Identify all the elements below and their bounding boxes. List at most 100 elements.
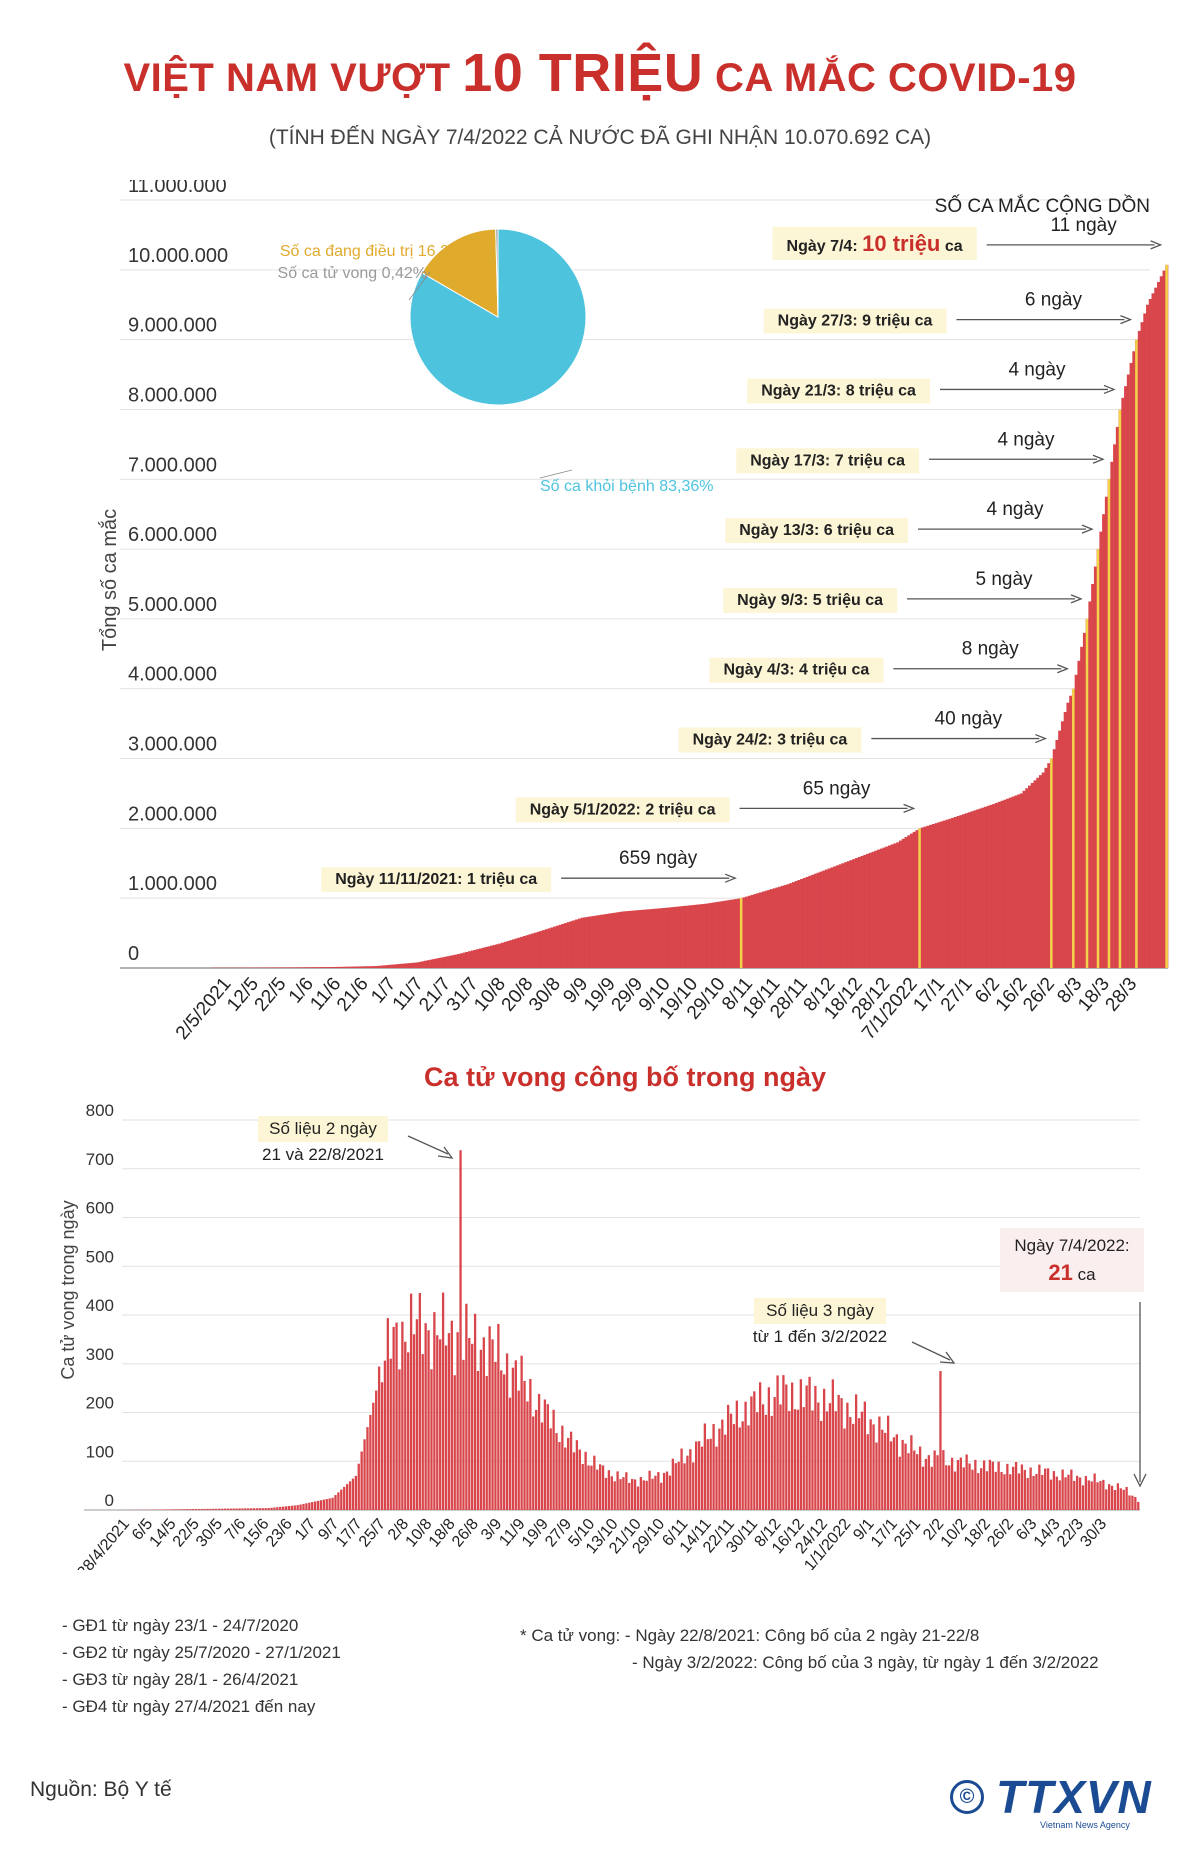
x-tick-label: 1/7: [292, 1516, 319, 1544]
daily-death-bar: [348, 1481, 352, 1510]
daily-death-bar: [846, 1402, 849, 1510]
y-tick-label: 7.000.000: [128, 454, 217, 476]
cumulative-bar: [970, 811, 974, 968]
daily-death-bar: [680, 1448, 683, 1510]
cumulative-bar: [984, 806, 988, 968]
milestone-label-box: [736, 448, 920, 474]
daily-death-bar: [1087, 1480, 1090, 1510]
cumulative-bar: [410, 962, 414, 968]
cumulative-bar: [951, 817, 955, 968]
cumulative-bar: [882, 847, 886, 968]
arrow-head-icon: [1057, 664, 1070, 674]
daily-death-bar: [837, 1394, 840, 1510]
cumulative-bar: [621, 911, 625, 968]
cumulative-bar: [761, 891, 765, 968]
daily-death-bar: [1073, 1480, 1076, 1510]
source-text: Nguồn: Bộ Y tế: [30, 1778, 172, 1801]
cumulative-bar: [289, 967, 293, 968]
cumulative-bar: [1017, 794, 1021, 968]
daily-death-bar: [555, 1433, 558, 1510]
daily-death-bar: [750, 1396, 753, 1510]
daily-death-bar: [962, 1467, 965, 1510]
daily-death-bar: [482, 1337, 485, 1510]
cumulative-bar: [748, 895, 752, 968]
arrow-head-icon: [437, 1146, 454, 1159]
daily-death-bar: [430, 1369, 433, 1510]
cumulative-bar: [597, 915, 601, 968]
daily-death-bar: [552, 1409, 555, 1510]
daily-death-bar: [1038, 1464, 1041, 1510]
cumulative-bar: [959, 815, 963, 968]
cumulative-bar: [893, 843, 897, 968]
daily-death-bar: [645, 1480, 648, 1510]
cumulative-bar: [671, 907, 675, 968]
daily-death-bar: [392, 1326, 395, 1510]
daily-death-bar: [968, 1463, 971, 1510]
daily-death-bar: [238, 1508, 241, 1510]
daily-death-bar: [343, 1486, 346, 1510]
cumulative-bar: [1126, 374, 1130, 968]
cumulative-bar: [561, 923, 565, 968]
y-tick-label: 400: [86, 1296, 114, 1315]
daily-death-bar: [194, 1509, 198, 1510]
daily-death-bar: [441, 1292, 445, 1510]
milestone-label: Ngày 7/4: 10 triệu ca: [787, 231, 963, 256]
daily-death-bar: [232, 1508, 235, 1510]
daily-death-bar: [779, 1404, 782, 1510]
daily-death-bar: [918, 1446, 922, 1510]
daily-death-bar: [790, 1382, 794, 1510]
cumulative-bar: [1028, 785, 1032, 968]
daily-death-bar: [1067, 1474, 1070, 1510]
milestone-interval: 11 ngày: [1051, 215, 1118, 236]
cumulative-bar: [1091, 584, 1095, 968]
daily-death-bar: [977, 1473, 980, 1510]
milestone-label: Ngày 13/3: 6 triệu ca: [739, 522, 894, 539]
daily-death-bar: [854, 1394, 858, 1510]
pie-slice: [409, 228, 587, 406]
cumulative-bar: [385, 965, 389, 968]
daily-death-bar: [956, 1460, 960, 1510]
daily-death-bar: [171, 1509, 174, 1510]
daily-death-bar: [910, 1435, 913, 1510]
milestone-label-box: [709, 657, 884, 683]
daily-death-bar: [741, 1421, 744, 1510]
cumulative-bar: [1104, 496, 1108, 968]
annotation-spike-2-detail: từ 1 đến 3/2/2022: [753, 1327, 887, 1346]
y-tick-label: 2.000.000: [128, 803, 217, 825]
daily-death-bar: [418, 1293, 421, 1510]
cumulative-bar: [898, 840, 903, 968]
daily-death-bar: [788, 1411, 791, 1510]
cumulative-bar: [791, 882, 795, 968]
cumulative-bar: [566, 922, 570, 968]
y-tick-label: 5.000.000: [128, 594, 217, 616]
daily-death-bar: [287, 1506, 291, 1510]
daily-death-bar: [692, 1462, 695, 1510]
cumulative-bar: [701, 904, 705, 968]
daily-death-bar: [817, 1402, 820, 1510]
daily-death-bar: [529, 1378, 532, 1510]
milestone-interval: 4 ngày: [1008, 359, 1066, 380]
cumulative-bar: [643, 909, 647, 968]
daily-death-bar: [945, 1465, 948, 1510]
title-post: CA MẮC COVID-19: [714, 56, 1077, 100]
milestone-interval: 4 ngày: [997, 429, 1055, 450]
cumulative-bar: [802, 877, 806, 968]
daily-death-bar: [814, 1385, 817, 1510]
daily-death-bar: [375, 1390, 378, 1510]
cumulative-bar: [673, 906, 677, 968]
daily-death-bar: [488, 1326, 491, 1510]
daily-death-bar: [377, 1366, 381, 1510]
arrow-head-icon: [1070, 594, 1083, 604]
daily-death-bar: [875, 1442, 878, 1510]
daily-death-bar: [165, 1509, 168, 1510]
cumulative-bar: [533, 932, 537, 968]
daily-death-bar: [540, 1422, 544, 1510]
daily-death-bar: [302, 1503, 305, 1510]
daily-death-bar: [1078, 1477, 1082, 1510]
cumulative-bar: [816, 872, 820, 968]
cumulative-bar: [1025, 788, 1029, 968]
daily-death-bar: [357, 1463, 360, 1510]
daily-death-bar: [758, 1382, 762, 1510]
cumulative-bar: [967, 812, 971, 968]
daily-death-bar: [1076, 1475, 1079, 1510]
